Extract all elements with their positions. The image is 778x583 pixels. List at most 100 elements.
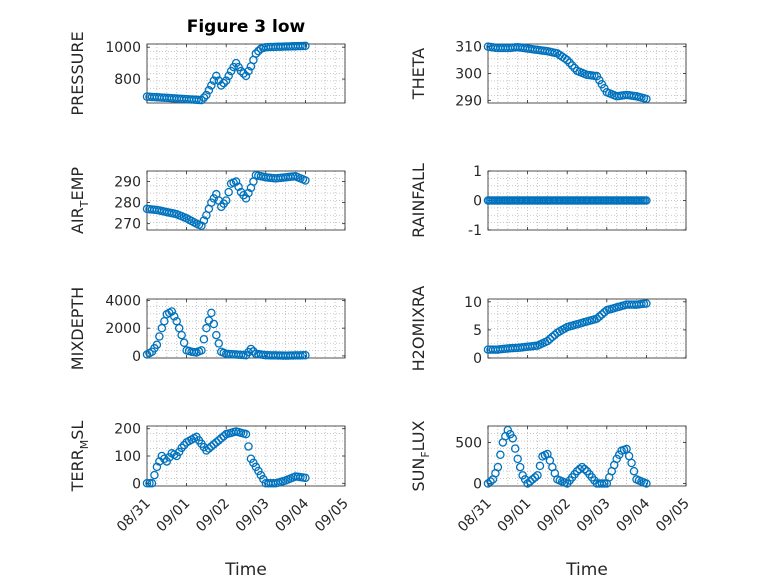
y-tick-label: 290 <box>455 93 482 109</box>
data-point <box>545 334 555 344</box>
data-point <box>212 438 221 447</box>
axes-frame-air_temp <box>146 170 346 231</box>
data-point <box>142 479 152 488</box>
data-point <box>231 177 241 186</box>
data-point <box>614 450 624 460</box>
data-point <box>627 458 636 468</box>
axes-frame-pressure <box>146 43 346 104</box>
data-point <box>209 319 219 329</box>
data-point <box>493 462 503 472</box>
y-tick-label: 270 <box>114 217 141 233</box>
y-axis-label-tail: LUX <box>409 420 428 451</box>
y-axis-label-tail: EMP <box>68 167 87 201</box>
y-tick-label: 0 <box>132 476 141 492</box>
data-point <box>212 330 221 340</box>
data-point <box>642 299 651 308</box>
data-point <box>518 471 527 480</box>
y-axis-label-main: AIR <box>68 207 87 234</box>
x-tick-label: 09/01 <box>495 496 535 536</box>
x-tick-label: 09/04 <box>613 495 653 535</box>
y-tick-label: 0 <box>473 194 482 210</box>
data-point <box>202 323 211 333</box>
data-point <box>167 307 176 316</box>
data-point <box>530 473 540 482</box>
data-point <box>296 41 305 51</box>
panel-theta: 290 300 310 THETA <box>409 40 687 109</box>
panel-rainfall: -1 0 1 RAINFALL <box>409 163 687 239</box>
x-tick-label: 09/03 <box>233 496 273 536</box>
data-point <box>219 78 228 88</box>
figure-title: Figure 3 low <box>187 17 306 37</box>
y-tick-label: 5 <box>473 323 482 339</box>
data-point <box>506 429 515 439</box>
y-axis-label: MIXDEPTH <box>68 287 87 370</box>
data-point <box>179 338 189 347</box>
x-tick-label: 09/01 <box>154 496 194 536</box>
panel-h2omixra: 0 5 10 H2OMIXRA <box>409 286 687 372</box>
data-point <box>483 479 493 488</box>
data-point <box>207 442 216 451</box>
y-axis-label: H2OMIXRA <box>409 286 428 372</box>
y-axis-label-subscript: M <box>78 440 91 450</box>
data-point <box>496 450 505 460</box>
y-tick-label: 4000 <box>105 293 141 309</box>
panel-sun_flux: 0 500 08/31 09/01 09/02 09/03 09/04 09/05 Time SU… <box>409 420 693 580</box>
data-point <box>301 176 310 185</box>
data-point <box>209 194 219 203</box>
data-point <box>510 444 520 453</box>
panel-pressure: 800 1000 PRESSURE <box>68 31 346 116</box>
data-point <box>577 462 587 472</box>
y-axis-label: AIRTEMP <box>68 167 91 234</box>
data-point <box>214 339 224 348</box>
data-point <box>486 477 495 486</box>
data-point <box>575 464 584 474</box>
x-tick-label: 09/03 <box>574 496 614 536</box>
data-point <box>179 440 189 450</box>
data-point <box>234 182 243 192</box>
data-point <box>152 340 162 350</box>
x-axis-label: Time <box>565 560 608 580</box>
y-axis-label-main: SUN <box>409 458 428 492</box>
data-point <box>197 95 206 105</box>
y-axis-label-subscript: F <box>419 451 432 457</box>
y-axis-label-tail: SL <box>68 421 87 440</box>
data-point <box>209 440 219 449</box>
y-axis-label-main: TERR <box>68 449 87 492</box>
data-point <box>523 479 532 488</box>
data-point <box>150 470 159 480</box>
data-point <box>597 310 607 319</box>
panel-mixdepth: 0 2000 4000 MIXDEPTH <box>68 287 346 370</box>
y-axis-label-subscript: T <box>78 200 91 208</box>
data-point <box>197 346 206 355</box>
y-axis-label: PRESSURE <box>68 31 87 115</box>
x-axis-label: Time <box>224 560 267 580</box>
data-point <box>199 93 209 102</box>
y-tick-label: 290 <box>114 175 141 191</box>
data-point <box>177 330 186 340</box>
data-point <box>515 462 525 472</box>
data-point <box>572 466 582 476</box>
data-point <box>503 425 513 435</box>
data-point <box>513 454 522 464</box>
data-point <box>207 308 216 318</box>
data-point <box>595 312 604 321</box>
data-point <box>244 66 253 76</box>
data-point <box>543 336 552 346</box>
data-point <box>301 350 310 360</box>
data-point <box>197 221 206 231</box>
data-point <box>528 475 537 484</box>
data-point <box>642 94 651 104</box>
data-point <box>246 344 256 354</box>
y-tick-label: 2000 <box>105 321 141 337</box>
data-point <box>562 55 572 65</box>
axes-frame-h2omixra <box>487 298 687 359</box>
data-point <box>207 198 216 207</box>
y-tick-label: 800 <box>114 72 141 88</box>
data-point <box>169 312 179 321</box>
data-point <box>580 464 589 474</box>
data-point <box>612 454 621 464</box>
data-point <box>214 436 224 445</box>
axes-frame-sun_flux <box>487 425 687 487</box>
y-tick-label: 100 <box>114 449 141 465</box>
y-tick-label: 500 <box>455 435 482 451</box>
